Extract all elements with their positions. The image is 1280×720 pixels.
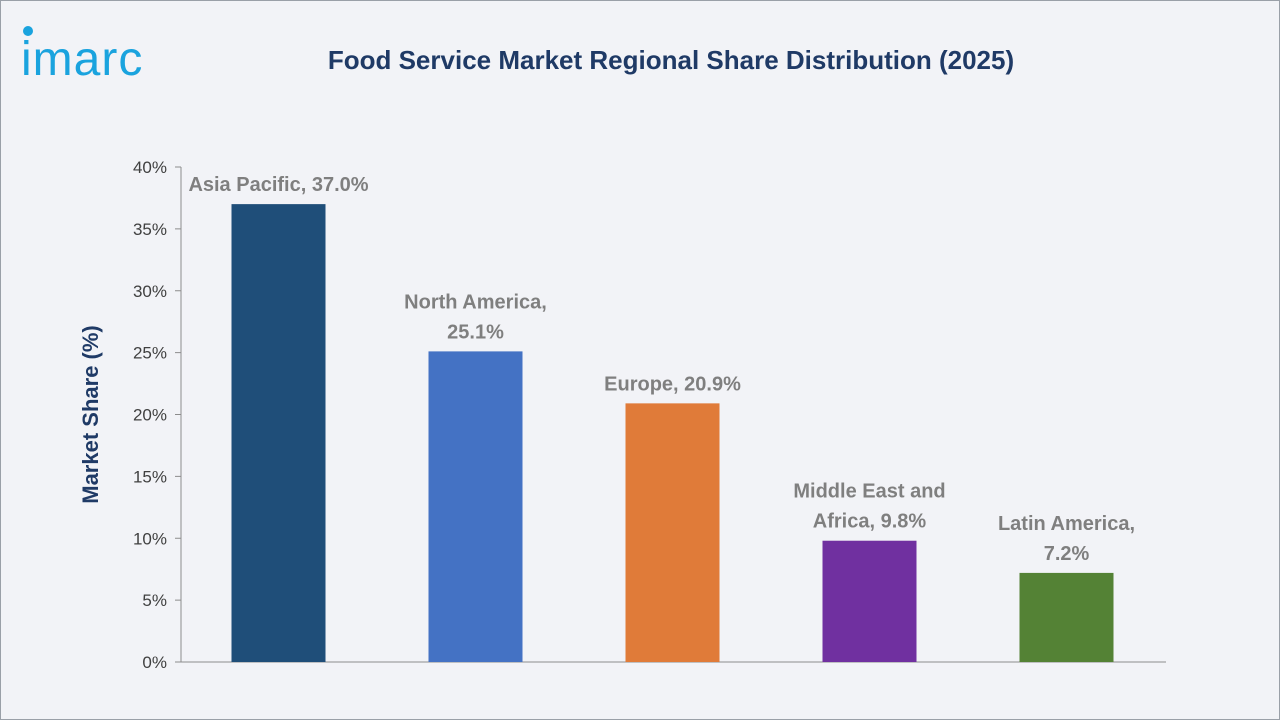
data-label: Europe, 20.9%: [604, 373, 741, 395]
imarc-logo: imarc: [21, 26, 143, 85]
y-tick-label: 20%: [133, 406, 167, 425]
chart-title: Food Service Market Regional Share Distr…: [327, 45, 1015, 75]
bar-middle-east-and-africa: [822, 540, 917, 662]
bar-europe: [625, 403, 720, 662]
data-label: Middle East and: [793, 481, 945, 503]
bar-latin-america: [1019, 572, 1114, 662]
y-tick-label: 15%: [133, 467, 167, 486]
data-label: Latin America,: [998, 513, 1135, 535]
data-label: North America,: [404, 291, 547, 313]
y-axis-label: Market Share (%): [78, 325, 103, 504]
logo-text: imarc: [21, 33, 143, 85]
y-tick-label: 5%: [142, 591, 167, 610]
bar-north-america: [428, 351, 523, 662]
data-label: Africa, 9.8%: [813, 511, 927, 533]
y-tick-label: 35%: [133, 220, 167, 239]
y-tick-label: 25%: [133, 344, 167, 363]
y-tick-label: 30%: [133, 282, 167, 301]
logo-dot: [23, 26, 33, 36]
data-label: Asia Pacific, 37.0%: [188, 174, 368, 196]
data-label: 7.2%: [1044, 543, 1090, 565]
y-tick-label: 10%: [133, 529, 167, 548]
y-tick-label: 0%: [142, 653, 167, 672]
y-tick-label: 40%: [133, 158, 167, 177]
data-label: 25.1%: [447, 321, 504, 343]
bar-asia-pacific: [231, 204, 326, 662]
